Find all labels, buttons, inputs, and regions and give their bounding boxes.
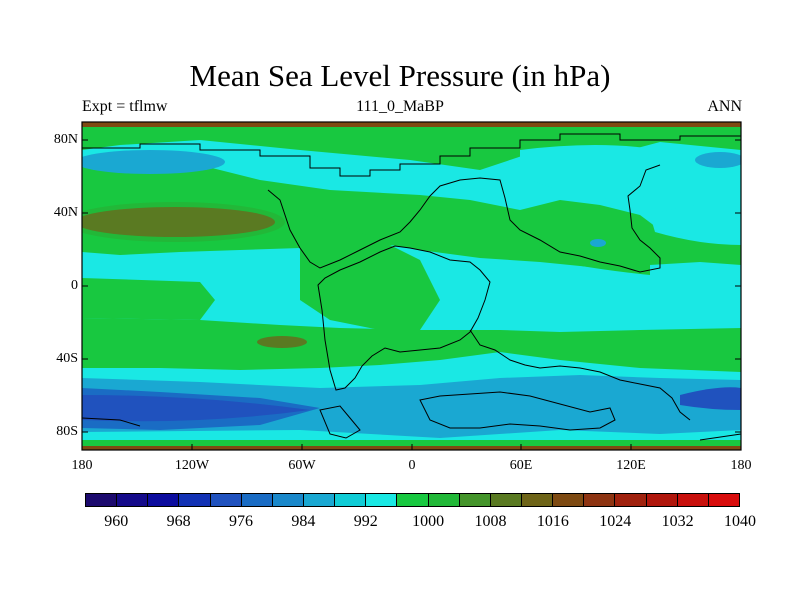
colorbar-box (241, 494, 273, 506)
colorbar-label: 1032 (661, 513, 694, 530)
colorbar-label: 1016 (536, 513, 569, 530)
coastlines (82, 133, 741, 441)
colorbar-box (179, 494, 211, 506)
contour-band-arctic-high (82, 127, 741, 170)
contour-band-south-pacific (82, 278, 215, 320)
season-label: ANN (707, 98, 742, 115)
colorbar-box (148, 494, 180, 506)
colorbar-box (490, 494, 522, 506)
contour-aleutian-low-east (695, 152, 741, 168)
colorbar-box (335, 494, 367, 506)
lat-ticks (82, 139, 741, 433)
lat-label-80n: 80N (53, 132, 78, 147)
colorbar-label: 1024 (599, 513, 632, 530)
colorbar-box (428, 494, 460, 506)
plot-title: Mean Sea Level Pressure (in hPa) (189, 58, 611, 93)
contour-fill-layer (82, 122, 741, 450)
lat-label-40s: 40S (56, 351, 78, 366)
contour-band-976-pacific (82, 395, 310, 422)
lon-label-120w: 120W (174, 458, 210, 473)
colorbar-label: 992 (353, 513, 378, 530)
colorbar-box (397, 494, 429, 506)
lon-label-60e: 60E (509, 458, 533, 473)
colorbar-box (521, 494, 554, 506)
lon-label-60w: 60W (288, 458, 316, 473)
contour-band-asia (560, 240, 650, 275)
lat-label-40n: 40N (53, 205, 78, 220)
contour-band-antarctic-high (82, 440, 741, 446)
lon-label-180e: 180 (730, 458, 752, 473)
colorbar (85, 493, 740, 507)
contour-band-992 (82, 375, 741, 445)
contour-band-south-subtropical (82, 318, 741, 372)
colorbar-box (272, 494, 304, 506)
contour-south-pacific-high (257, 336, 307, 348)
lon-label-120e: 120E (616, 458, 646, 473)
lat-label-80s: 80S (56, 424, 78, 439)
colorbar-label: 968 (166, 513, 191, 530)
colorbar-box (459, 494, 491, 506)
colorbar-box (117, 494, 149, 506)
colorbar-box (303, 494, 336, 506)
colorbar-box (646, 494, 678, 506)
colorbar-box (86, 494, 118, 506)
contour-pacific-high-core (82, 207, 275, 237)
lat-label-0: 0 (71, 278, 78, 293)
contour-local-low (590, 239, 606, 247)
contour-band-siberia (520, 145, 741, 200)
contour-band-976-east (680, 387, 741, 410)
colorbar-box (584, 494, 616, 506)
lon-ticks (81, 444, 742, 450)
contour-band-atlantic (300, 210, 440, 330)
contour-band-pacific-low (650, 203, 741, 245)
colorbar-label: 1000 (412, 513, 445, 530)
colorbar-label: 976 (228, 513, 253, 530)
colorbar-box (210, 494, 242, 506)
colorbar-label: 1008 (474, 513, 507, 530)
contour-band-north-pole (82, 122, 741, 127)
colorbar-label: 1040 (724, 513, 756, 530)
experiment-label: Expt = tflmw (82, 98, 168, 115)
colorbar-box (615, 494, 647, 506)
lon-label-0: 0 (408, 458, 416, 473)
colorbar-box (553, 494, 585, 506)
colorbar-label: 984 (291, 513, 316, 530)
contour-aleutian-low (82, 150, 225, 174)
colorbar-box (366, 494, 398, 506)
period-label: 111_0_MaBP (356, 98, 444, 115)
contour-band-north-subtropical (82, 152, 741, 268)
colorbar-label: 960 (104, 513, 129, 530)
lon-label-180w: 180 (71, 458, 93, 473)
colorbar-box (677, 494, 709, 506)
colorbar-box (708, 494, 739, 506)
